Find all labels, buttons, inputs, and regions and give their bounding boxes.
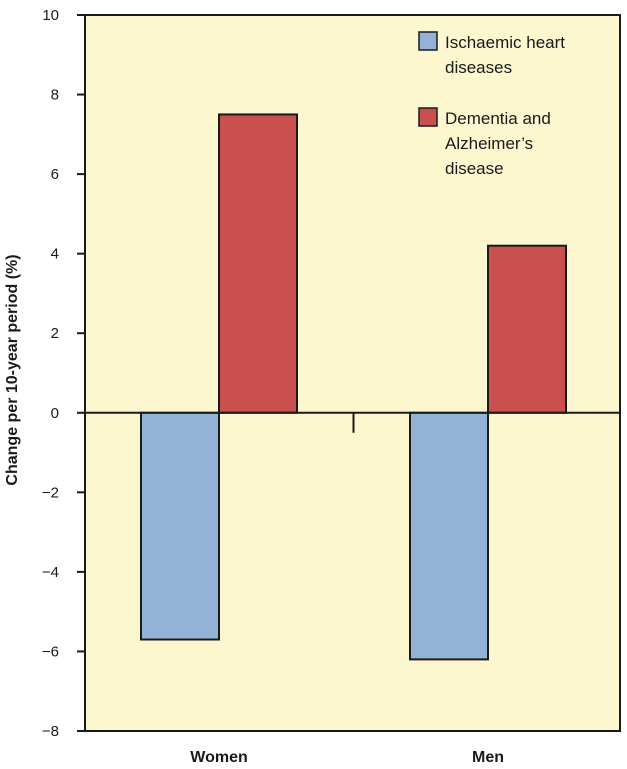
y-tick-label: 6 — [51, 166, 59, 183]
bars-group — [140, 113, 567, 661]
legend-label-1-line-1: Ischaemic heart — [445, 33, 565, 52]
bar-men-series-1 — [409, 411, 489, 661]
legend: Ischaemic heart diseases Dementia and Alzhe… — [418, 31, 565, 178]
legend-label-2-line-2: Alzheimer’s — [445, 134, 533, 153]
y-tick-label: −8 — [42, 723, 59, 740]
bar-women-series-1 — [140, 411, 220, 641]
y-tick-label: −2 — [42, 484, 59, 501]
y-tick-label: 10 — [42, 7, 59, 24]
y-tick-label: −6 — [42, 643, 59, 660]
legend-swatch-2 — [418, 107, 438, 127]
legend-label-1-line-2: diseases — [445, 58, 512, 77]
legend-swatch-1 — [418, 31, 438, 51]
legend-label-2-line-1: Dementia and — [445, 109, 551, 128]
legend-label-2-line-3: disease — [445, 159, 504, 178]
y-tick-label: 0 — [51, 405, 59, 422]
y-tick-label: 4 — [51, 246, 59, 263]
bar-men-series-2 — [487, 244, 567, 414]
bar-women-series-2 — [218, 113, 298, 414]
y-tick-label: 8 — [51, 87, 59, 104]
y-tick-label: −4 — [42, 564, 59, 581]
x-category-label-men: Men — [472, 749, 504, 766]
x-category-label-women: Women — [190, 749, 247, 766]
axes-group: 10 8 6 4 2 0 −2 −4 −6 −8 Women Men — [42, 7, 620, 766]
y-tick-label: 2 — [51, 325, 59, 342]
y-axis-label: Change per 10-year period (%) — [4, 254, 21, 485]
